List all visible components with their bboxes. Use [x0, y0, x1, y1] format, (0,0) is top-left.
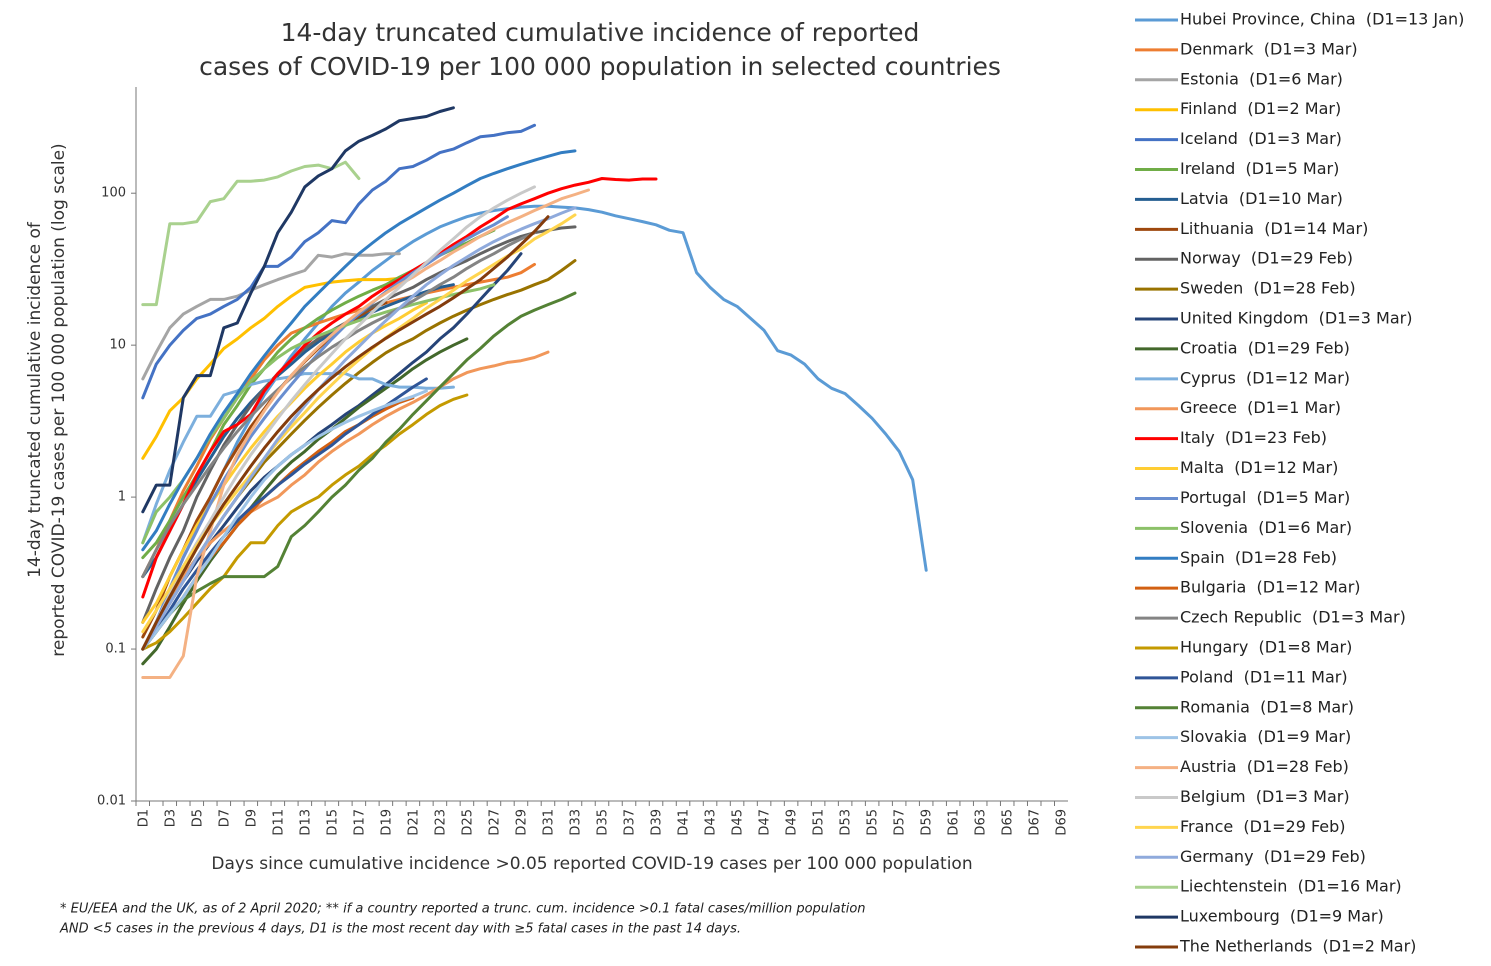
legend-label: Poland (D1=11 Mar): [1180, 667, 1348, 686]
legend-label: Estonia (D1=6 Mar): [1180, 69, 1343, 88]
x-tick-label: D55: [866, 809, 881, 836]
x-tick-label: D53: [839, 809, 854, 836]
x-tick-label: D41: [677, 809, 692, 836]
series-line: [141, 177, 658, 599]
series-line: [141, 231, 536, 579]
series-line: [141, 215, 550, 651]
legend-label: Ireland (D1=5 Mar): [1180, 159, 1339, 178]
x-tick-label: D31: [541, 809, 556, 836]
legend-label: France (D1=29 Feb): [1180, 817, 1346, 836]
x-tick-label: D7: [217, 809, 232, 827]
x-tick-label: D63: [974, 809, 989, 836]
legend-label: Spain (D1=28 Feb): [1180, 548, 1337, 567]
series-line: [141, 106, 455, 514]
series-line: [141, 160, 361, 307]
legend-label: Luxembourg (D1=9 Mar): [1180, 907, 1384, 926]
legend-label: Belgium (D1=3 Mar): [1180, 787, 1350, 806]
x-tick-label: D5: [190, 809, 205, 827]
legend-label: Germany (D1=29 Feb): [1180, 847, 1366, 866]
legend-label: Malta (D1=12 Mar): [1180, 458, 1338, 477]
series-line: [141, 389, 428, 651]
y-tick-label: 0.1: [105, 642, 126, 657]
y-tick-label: 0.01: [97, 794, 126, 809]
legend-label: United Kingdom (D1=3 Mar): [1180, 309, 1412, 328]
chart-title: cases of COVID-19 per 100 000 population…: [199, 52, 1001, 81]
x-tick-label: D27: [487, 809, 502, 836]
footnote: * EU/EEA and the UK, as of 2 April 2020;…: [60, 902, 866, 917]
series-line: [141, 393, 469, 651]
x-tick-label: D35: [596, 809, 611, 836]
x-tick-label: D9: [244, 809, 259, 827]
legend-label: Hubei Province, China (D1=13 Jan): [1180, 10, 1464, 29]
x-tick-label: D23: [433, 809, 448, 836]
legend-label: Liechtenstein (D1=16 Mar): [1180, 877, 1402, 896]
x-tick-label: D43: [704, 809, 719, 836]
x-tick-label: D25: [460, 809, 475, 836]
x-tick-label: D3: [163, 809, 178, 827]
series-line: [141, 283, 455, 579]
x-tick-label: D15: [325, 809, 340, 836]
x-tick-label: D49: [785, 809, 800, 836]
legend-label: Cyprus (D1=12 Mar): [1180, 368, 1350, 387]
x-tick-label: D11: [271, 809, 286, 836]
legend-label: The Netherlands (D1=2 Mar): [1179, 937, 1416, 956]
x-tick-label: D47: [758, 809, 773, 836]
legend-label: Sweden (D1=28 Feb): [1180, 279, 1356, 298]
legend-label: Czech Republic (D1=3 Mar): [1180, 608, 1406, 627]
x-tick-label: D37: [623, 809, 638, 836]
x-tick-label: D69: [1055, 809, 1070, 836]
y-tick-label: 1: [118, 490, 126, 505]
series-line: [141, 204, 928, 651]
x-tick-label: D45: [731, 809, 746, 836]
x-tick-label: D19: [379, 809, 394, 836]
legend-label: Romania (D1=8 Mar): [1180, 697, 1354, 716]
x-tick-label: D65: [1001, 809, 1016, 836]
x-tick-label: D57: [893, 809, 908, 836]
legend-label: Lithuania (D1=14 Mar): [1180, 219, 1368, 238]
legend-label: Greece (D1=1 Mar): [1180, 398, 1341, 417]
series-line: [141, 149, 577, 552]
x-tick-label: D17: [352, 809, 367, 836]
series-line: [141, 206, 577, 651]
series-line: [141, 350, 550, 651]
x-tick-label: D21: [406, 809, 421, 836]
y-axis-label: 14-day truncated cumulative incidence of: [25, 221, 45, 578]
series-line: [141, 377, 428, 651]
y-tick-label: 100: [101, 186, 126, 201]
legend-label: Italy (D1=23 Feb): [1180, 428, 1327, 447]
x-tick-label: D51: [812, 809, 827, 836]
footnote: AND <5 cases in the previous 4 days, D1 …: [59, 922, 741, 937]
legend-label: Latvia (D1=10 Mar): [1180, 189, 1343, 208]
legend-label: Finland (D1=2 Mar): [1180, 99, 1341, 118]
legend-label: Slovakia (D1=9 Mar): [1180, 727, 1351, 746]
x-tick-label: D29: [514, 809, 529, 836]
legend-label: Norway (D1=29 Feb): [1180, 249, 1353, 268]
chart-title: 14-day truncated cumulative incidence of…: [281, 18, 920, 47]
series-line: [141, 291, 577, 651]
legend-label: Iceland (D1=3 Mar): [1180, 129, 1342, 148]
series-line: [141, 185, 536, 651]
x-tick-label: D39: [650, 809, 665, 836]
x-tick-label: D61: [947, 809, 962, 836]
x-tick-label: D33: [568, 809, 583, 836]
legend-label: Hungary (D1=8 Mar): [1180, 637, 1352, 656]
x-tick-label: D59: [920, 809, 935, 836]
legend-label: Slovenia (D1=6 Mar): [1180, 518, 1352, 537]
y-tick-label: 10: [109, 338, 126, 353]
legend-label: Denmark (D1=3 Mar): [1180, 39, 1358, 58]
x-tick-label: D13: [298, 809, 313, 836]
series-line: [141, 215, 509, 651]
legend-label: Portugal (D1=5 Mar): [1180, 488, 1350, 507]
y-axis-label: reported COVID-19 cases per 100 000 popu…: [49, 143, 69, 656]
x-tick-label: D67: [1028, 809, 1043, 836]
legend-label: Croatia (D1=29 Feb): [1180, 338, 1350, 357]
series-line: [141, 228, 496, 560]
legend-label: Bulgaria (D1=12 Mar): [1180, 578, 1361, 597]
x-tick-label: D1: [136, 809, 151, 827]
series-line: [141, 262, 536, 579]
x-axis-label: Days since cumulative incidence >0.05 re…: [211, 854, 972, 874]
legend-label: Austria (D1=28 Feb): [1180, 757, 1349, 776]
series-line: [141, 123, 536, 400]
